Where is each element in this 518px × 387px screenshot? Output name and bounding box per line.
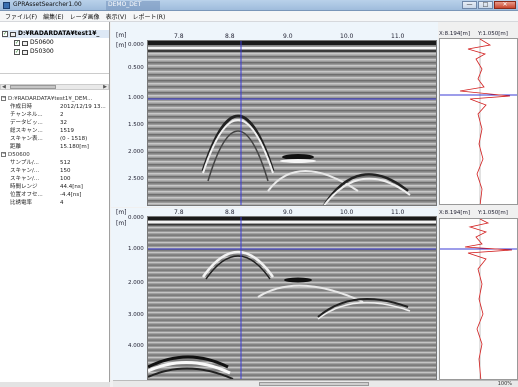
unit-x-label: [m] [116,209,127,216]
tree-item-d50300[interactable]: ✓ D50300 [14,48,54,56]
unit-y-label: [m] [116,220,127,227]
checkbox-icon[interactable]: ✓ [2,31,8,37]
tree-root-item[interactable]: ✓ D:¥RADARDATA¥test1¥_ [2,30,109,38]
scroll-left-icon[interactable]: ◀ [2,84,6,90]
radargram-image-bottom[interactable] [147,216,437,380]
unit-y-label: [m] [116,42,127,49]
tree-item-d50600[interactable]: ✓ D50600 [14,39,54,47]
trace-panel-bottom[interactable] [439,218,518,380]
radargram-image-top[interactable] [147,40,437,206]
close-button[interactable]: ✕ [494,1,516,9]
title-bar: GPRAssetSearcher1.00 DEMO_DET — □ ✕ [0,0,518,11]
x-tick-label: 7.8 [174,33,184,40]
property-group-header[interactable]: − D50600 [1,151,30,158]
menu-edit[interactable]: 編集(E) [43,13,64,21]
cursor-x-readout: X:8.194[m] [439,31,471,37]
x-tick-label: 8.8 [225,209,235,216]
x-tick-label: 11.0 [391,33,405,40]
x-axis-ruler: 7.8 8.8 9.0 10.0 11.0 [147,33,437,41]
menu-file[interactable]: ファイル(F) [5,13,38,21]
minimize-button[interactable]: — [462,1,477,9]
scroll-right-icon[interactable]: ▶ [103,84,107,90]
property-row: スキャン表... (0 - 1518) [10,136,88,142]
checkbox-icon[interactable]: ✓ [14,49,20,55]
cursor-x-readout: X:8.194[m] [439,210,471,216]
property-row: 位置オフセ... -4.4[ns] [10,192,82,198]
x-tick-label: 10.0 [340,33,354,40]
horizontal-scrollbar[interactable]: 100% [113,380,518,387]
folder-icon [10,31,16,37]
property-row: スキャン/... 150 [10,168,71,174]
cursor-y-readout: Y:1.050[m] [478,210,508,216]
property-row: スキャン/... 100 [10,176,71,182]
property-row: チャンネル... 2 [10,112,64,118]
x-tick-label: 10.0 [340,209,354,216]
channel-icon [22,49,28,55]
tree-root-label: D:¥RADARDATA¥test1¥_ [18,30,100,37]
x-axis-ruler: 7.8 8.8 9.0 10.0 11.0 [147,209,437,217]
checkbox-icon[interactable]: ✓ [14,40,20,46]
cursor-y-readout: Y:1.050[m] [478,31,508,37]
maximize-button[interactable]: □ [478,1,493,9]
menu-view[interactable]: 表示(V) [105,13,127,21]
scroll-thumb[interactable] [259,382,369,386]
property-row: 比誘電率 4 [10,200,64,206]
property-row: 総スキャン... 1519 [10,128,74,134]
tree-scrollbar[interactable]: ◀ ▶ [0,84,109,90]
x-tick-label: 7.8 [174,209,184,216]
property-row: サンプル/... 512 [10,160,71,166]
menu-bar: ファイル(F) 編集(E) レーダ画像 表示(V) レポート(R) [0,11,518,22]
left-panel: ✓ D:¥RADARDATA¥test1¥_ ✓ D50600 ✓ D50300… [0,22,110,382]
property-row: 作成日時 2012/12/19 13... [10,104,106,110]
radargram-panel-top: [m] [m] 7.8 8.8 9.0 10.0 11.0 0.000 0.50… [111,22,438,207]
trace-panel-top[interactable] [439,38,518,205]
collapse-icon[interactable]: − [1,151,7,157]
window-title-extra: DEMO_DET [106,1,160,10]
property-group-header[interactable]: − D:¥RADARDATA¥test1¥_DEM... [1,95,93,102]
collapse-icon[interactable]: − [1,95,7,101]
app-icon [3,2,10,9]
scroll-thumb[interactable] [10,85,56,89]
property-row: 距離 15.180[m] [10,144,89,150]
x-tick-label: 9.0 [283,209,293,216]
x-tick-label: 11.0 [391,209,405,216]
radargram-panel-bottom: [m] [m] 7.8 8.8 9.0 10.0 11.0 0.000 1.00… [111,208,438,380]
channel-icon [22,40,28,46]
left-panel-footer [0,382,110,387]
unit-x-label: [m] [116,32,127,39]
x-tick-label: 9.0 [283,33,293,40]
property-row: データビッ... 32 [10,120,67,126]
window-title: GPRAssetSearcher1.00 [13,1,82,8]
zoom-level: 100% [497,381,512,387]
x-tick-label: 8.8 [225,33,235,40]
menu-report[interactable]: レポート(R) [132,13,166,21]
tree-item-label: D50600 [30,39,54,46]
tree-item-label: D50300 [30,48,54,55]
file-tree: ✓ D:¥RADARDATA¥test1¥_ ✓ D50600 ✓ D50300 [0,22,109,74]
menu-radar-image[interactable]: レーダ画像 [69,13,100,21]
property-row: 時間レンジ 44.4[ns] [10,184,83,190]
